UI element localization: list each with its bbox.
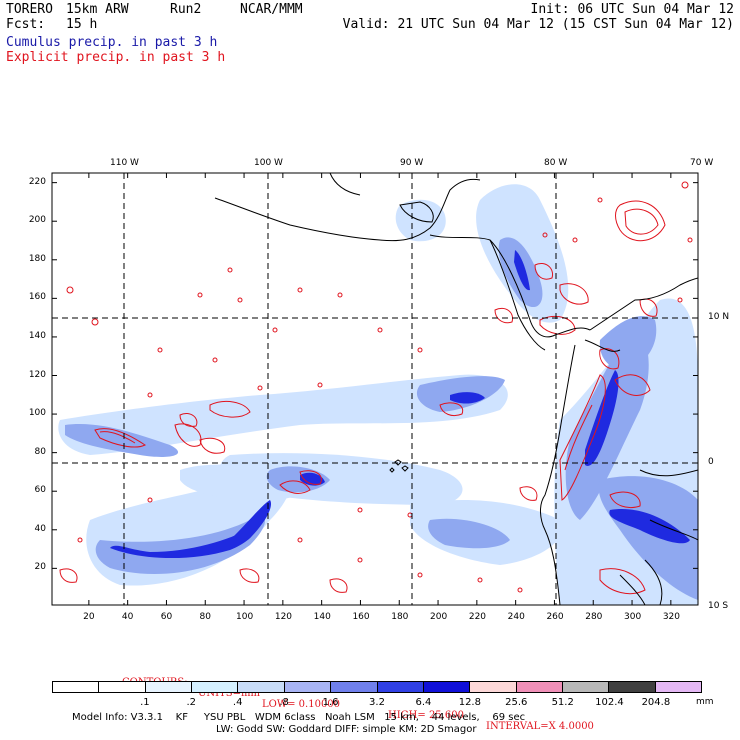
colorbar-label: 204.8	[641, 697, 671, 708]
map-frame	[51, 172, 699, 606]
y-tick-label: 80	[34, 446, 46, 457]
colorbar-swatch	[53, 682, 99, 692]
colorbar-swatch	[515, 682, 562, 692]
x-tick-label: 240	[507, 612, 525, 622]
lat-label-10n: 10 N	[708, 312, 730, 322]
x-tick-label: 100	[236, 612, 254, 622]
x-tick-label: 160	[352, 612, 370, 622]
forecast-label: Fcst:	[6, 17, 46, 32]
colorbar	[52, 681, 702, 693]
x-tick-label: 60	[160, 612, 173, 622]
colorbar-swatch	[283, 682, 331, 692]
lon-label-100w: 100 W	[254, 158, 283, 168]
y-tick-label: 120	[28, 369, 46, 380]
colorbar-swatch	[422, 682, 470, 692]
x-tick-label: 120	[274, 612, 293, 622]
cumulus-light-areas	[58, 184, 698, 605]
explicit-precip-title: Explicit precip. in past 3 h	[6, 50, 226, 65]
lat-label-0: 0	[708, 457, 714, 467]
lat-label-10s: 10 S	[708, 601, 729, 611]
colorbar-label: .1	[140, 697, 150, 708]
colorbar-label: 102.4	[595, 697, 624, 708]
init-time: Init: 06 UTC Sun 04 Mar 12	[530, 2, 735, 17]
x-tick-label: 180	[391, 612, 409, 622]
colorbar-swatch	[191, 682, 238, 692]
lon-label-70w: 70 W	[690, 158, 714, 168]
colorbar-swatch	[237, 682, 284, 692]
model-name: TORERO	[6, 2, 53, 17]
x-tick-label: 320	[662, 612, 681, 622]
y-tick-label: 60	[34, 485, 46, 496]
colorbar-label: 25.6	[505, 697, 528, 708]
lon-label-80w: 80 W	[544, 158, 568, 168]
colorbar-label: 12.8	[458, 697, 481, 708]
coastlines	[214, 173, 698, 605]
x-tick-label: 80	[199, 612, 211, 622]
y-tick-label: 220	[28, 176, 46, 187]
lon-label-110w: 110 W	[110, 158, 139, 168]
contours-interval: INTERVAL=X 4.0000	[486, 721, 594, 732]
y-tick-label: 100	[28, 408, 46, 419]
x-tick-label: 140	[313, 612, 331, 622]
cumulus-precip-title: Cumulus precip. in past 3 h	[6, 35, 218, 50]
forecast-hour: 15 h	[66, 17, 98, 32]
x-tick-label: 20	[83, 612, 95, 622]
colorbar-swatch	[561, 682, 609, 692]
colorbar-swatch	[330, 682, 377, 692]
x-tick-label: 220	[468, 612, 487, 622]
x-tick-label: 200	[430, 612, 448, 622]
contours-low: LOW= 0.10000	[262, 699, 341, 710]
x-tick-label: 280	[585, 612, 603, 622]
cumulus-dark-areas	[110, 250, 690, 559]
colorbar-unit: mm	[696, 697, 714, 707]
colorbar-swatch	[654, 682, 702, 692]
colorbar-swatch	[376, 682, 423, 692]
axis-ticks	[52, 173, 698, 605]
x-tick-label: 260	[546, 612, 564, 622]
colorbar-label: 6.4	[415, 697, 432, 708]
x-tick-label: 40	[121, 612, 134, 622]
colorbar-label: .8	[279, 697, 289, 708]
colorbar-swatch	[144, 682, 192, 692]
colorbar-label: 3.2	[369, 697, 385, 708]
explicit-precip-specks	[66, 181, 693, 593]
colorbar-label: 51.2	[551, 697, 574, 708]
x-tick-label: 300	[624, 612, 642, 622]
run-label: Run2	[170, 2, 202, 17]
y-tick-label: 180	[28, 253, 46, 264]
valid-time: Valid: 21 UTC Sun 04 Mar 12 (15 CST Sun …	[342, 17, 734, 32]
explicit-precip-contours	[59, 200, 666, 595]
y-tick-label: 40	[34, 523, 46, 534]
y-tick-label: 160	[28, 292, 46, 303]
galapagos-islands	[389, 459, 409, 473]
colorbar-swatch	[98, 682, 145, 692]
lon-label-90w: 90 W	[400, 158, 424, 168]
contours-high: HIGH= 25.600	[388, 710, 464, 721]
physics-info: LW: Godd SW: Goddard DIFF: simple KM: 2D…	[216, 724, 477, 735]
colorbar-swatch	[469, 682, 516, 692]
org-label: NCAR/MMM	[240, 2, 303, 17]
model-resolution: 15km ARW	[66, 2, 129, 17]
colorbar-label: .2	[186, 697, 197, 708]
model-info: Model Info: V3.3.1 KF YSU PBL WDM 6class…	[72, 712, 526, 723]
y-tick-label: 20	[34, 562, 46, 573]
y-tick-label: 200	[28, 215, 46, 226]
y-tick-label: 140	[28, 330, 46, 341]
contours-units: UNITS=mm	[198, 688, 260, 699]
graticule-lines	[52, 173, 698, 605]
colorbar-label: .4	[232, 697, 243, 708]
colorbar-swatch	[608, 682, 655, 692]
colorbar-label: 1.6	[322, 697, 339, 708]
